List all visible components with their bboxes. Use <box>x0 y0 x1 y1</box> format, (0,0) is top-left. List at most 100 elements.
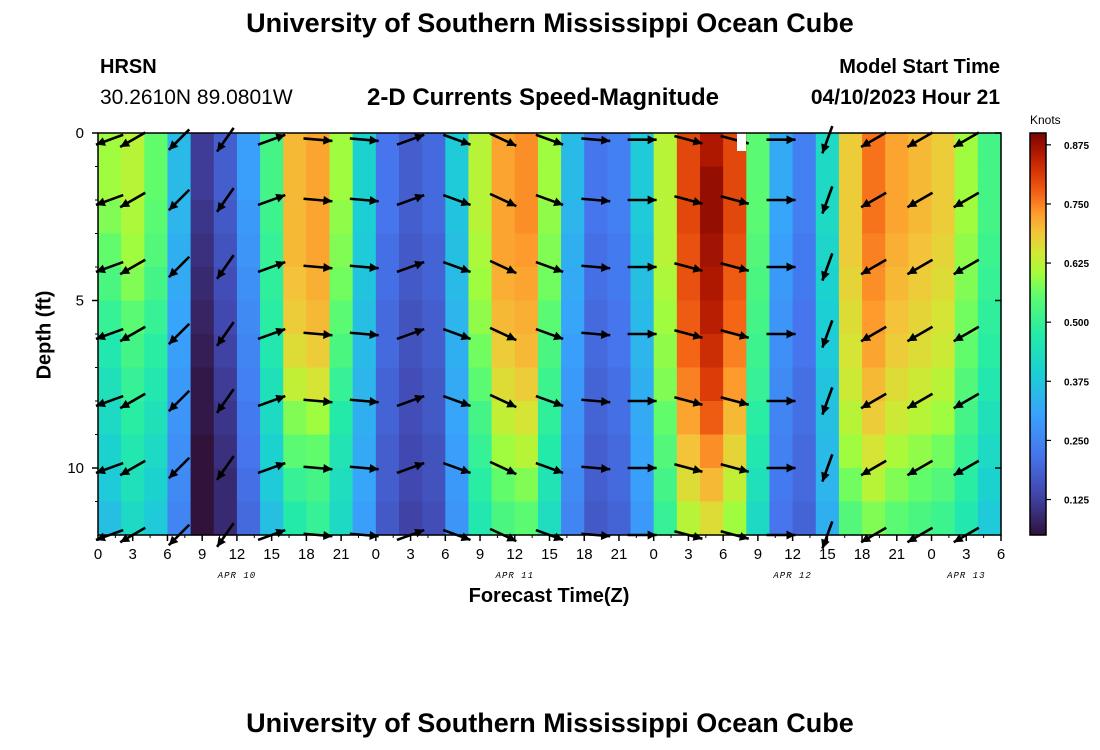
heatmap-cell <box>838 166 863 201</box>
heatmap-cell <box>98 300 122 335</box>
heatmap-cell <box>700 434 724 469</box>
heatmap-cell <box>121 367 145 402</box>
heatmap-cell <box>260 233 284 268</box>
heatmap-cell <box>213 267 238 302</box>
heatmap-cell <box>422 334 446 369</box>
heatmap-cell <box>422 267 446 302</box>
heatmap-cell <box>676 334 701 369</box>
heatmap-cell <box>468 468 493 503</box>
heatmap-cell <box>468 267 493 302</box>
current-arrow <box>167 456 191 480</box>
heatmap-cell <box>98 200 122 235</box>
heatmap-cell <box>931 434 956 469</box>
x-axis-date-labels: APR 10 APR 11 APR 12 APR 13 <box>217 571 985 581</box>
heatmap-cell <box>98 133 122 168</box>
heatmap-cell <box>375 401 400 436</box>
heatmap-cell <box>676 200 701 235</box>
current-arrow <box>489 192 517 208</box>
heatmap-cell <box>584 200 608 235</box>
current-arrow <box>215 187 235 213</box>
heatmap-cell <box>375 501 400 536</box>
heatmap-cell <box>283 233 307 268</box>
current-arrow <box>489 393 517 409</box>
heatmap-cell <box>375 200 400 235</box>
heatmap-cell <box>167 434 192 469</box>
heatmap-cell <box>862 233 886 268</box>
heatmap-cell <box>491 434 516 469</box>
x-tick-label: 9 <box>754 546 762 563</box>
heatmap-cell <box>167 501 192 536</box>
heatmap-cell <box>283 367 307 402</box>
heatmap-cell <box>885 434 909 469</box>
missing-data-marker <box>737 133 746 151</box>
heatmap-cell <box>908 267 933 302</box>
heatmap-cell <box>352 367 377 402</box>
main-title: University of Southern Mississippi Ocean… <box>246 8 854 38</box>
current-arrow <box>167 188 191 212</box>
heatmap-cell <box>630 434 655 469</box>
current-arrow <box>581 262 611 272</box>
heatmap-cell <box>468 166 493 201</box>
heatmap-cell <box>653 233 678 268</box>
heatmap-cell <box>375 468 400 503</box>
heatmap-cell <box>607 133 632 168</box>
colorbar-unit-label: Knots <box>1030 113 1061 127</box>
heatmap-cell <box>213 468 238 503</box>
heatmap-cell <box>815 166 840 201</box>
heatmap-cell <box>514 267 539 302</box>
model-start-value: 04/10/2023 Hour 21 <box>810 86 1000 109</box>
heatmap-cell <box>838 300 863 335</box>
heatmap-cell <box>144 501 169 536</box>
heatmap-cell <box>792 501 817 536</box>
current-arrow <box>906 325 934 343</box>
colorbar-tick-label: 0.750 <box>1064 200 1089 211</box>
x-tick-label: 9 <box>476 546 484 563</box>
current-arrow <box>627 262 657 272</box>
heatmap-cell <box>190 133 215 168</box>
heatmap-cell <box>700 233 724 268</box>
x-tick-label: 3 <box>129 546 137 563</box>
heatmap-cell <box>607 267 632 302</box>
heatmap-cell <box>862 200 886 235</box>
heatmap-cell <box>98 233 122 268</box>
heatmap-cell <box>445 267 470 302</box>
heatmap-cell <box>190 300 215 335</box>
heatmap-cell <box>746 166 771 201</box>
heatmap-cell <box>190 334 215 369</box>
heatmap-cell <box>283 200 307 235</box>
heatmap-cell <box>306 468 331 503</box>
heatmap-cell <box>815 300 840 335</box>
heatmap-cell <box>537 166 562 201</box>
heatmap-cell <box>561 367 585 402</box>
current-arrow <box>257 327 286 341</box>
heatmap-cell <box>700 334 724 369</box>
heatmap-cell <box>306 166 331 201</box>
heatmap-cell <box>537 267 562 302</box>
heatmap-cell <box>260 401 284 436</box>
current-arrow <box>257 260 286 274</box>
heatmap-cell <box>792 401 817 436</box>
heatmap-cell <box>862 501 886 536</box>
heatmap-cell <box>514 334 539 369</box>
heatmap-cell <box>931 300 956 335</box>
heatmap-cells <box>98 133 1002 536</box>
heatmap-cell <box>746 200 771 235</box>
current-arrow <box>906 191 934 209</box>
current-arrow <box>860 191 887 209</box>
heatmap-cell <box>399 200 423 235</box>
current-arrow <box>167 255 191 279</box>
heatmap-cell <box>931 367 956 402</box>
heatmap-cell <box>422 468 446 503</box>
current-arrow <box>953 392 980 410</box>
heatmap-cell <box>584 468 608 503</box>
heatmap-cell <box>700 133 724 168</box>
current-arrow <box>442 260 471 274</box>
current-arrow <box>535 133 564 146</box>
heatmap-cell <box>306 300 331 335</box>
heatmap-cell <box>769 166 794 201</box>
heatmap-cell <box>954 401 979 436</box>
x-tick-label: 6 <box>997 546 1005 563</box>
current-arrow <box>821 453 834 483</box>
heatmap-cell <box>236 233 261 268</box>
heatmap-cell <box>862 334 886 369</box>
